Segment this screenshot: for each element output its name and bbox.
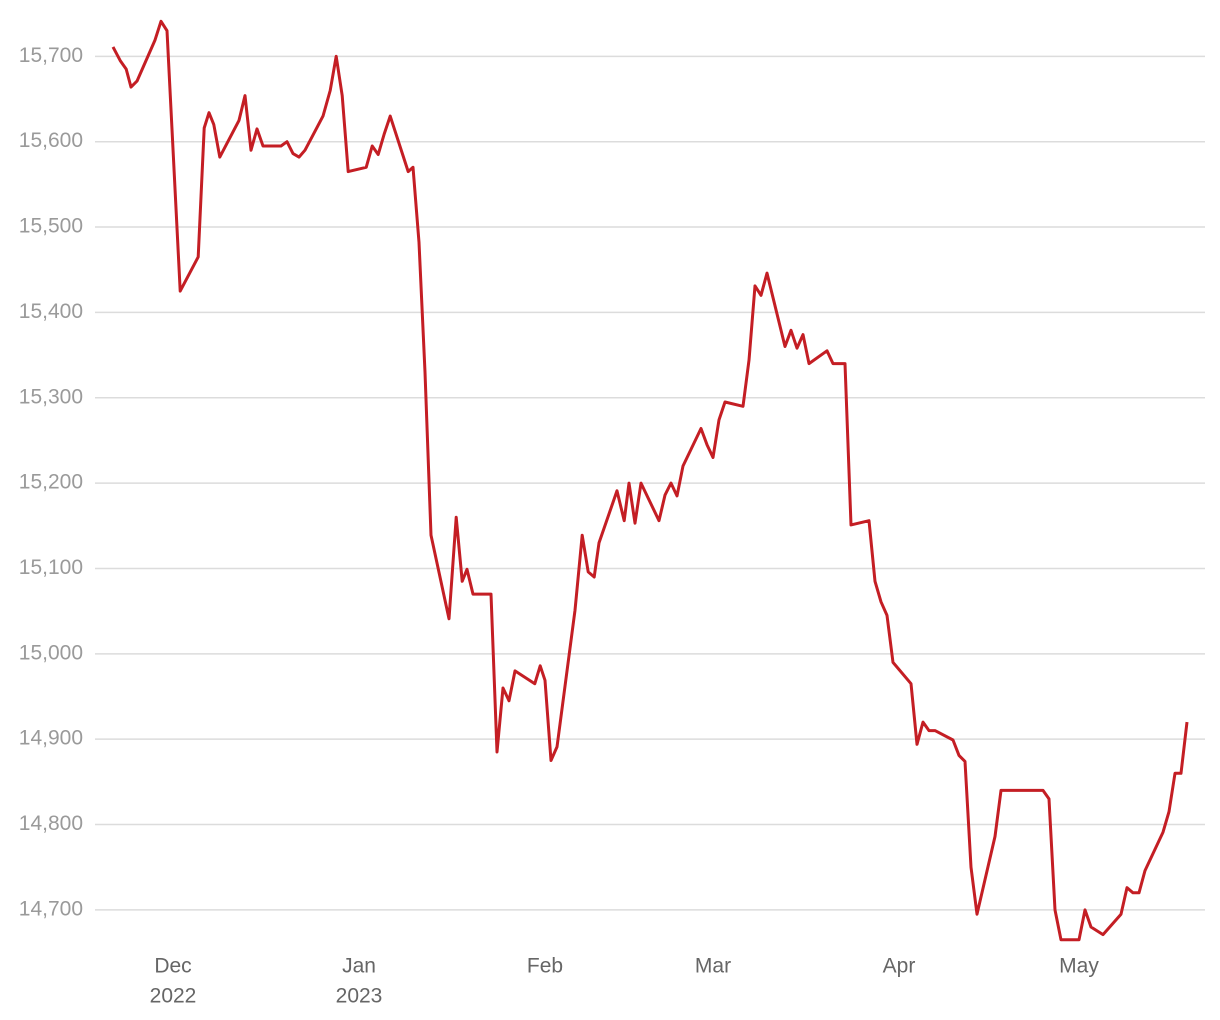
- x-tick-label: May: [1059, 955, 1099, 978]
- x-tick-label: 2023: [336, 985, 383, 1008]
- y-tick-label: 15,100: [19, 556, 83, 579]
- y-tick-label: 15,200: [19, 471, 83, 494]
- x-tick-label: 2022: [150, 985, 197, 1008]
- y-tick-label: 14,900: [19, 727, 83, 750]
- y-tick-label: 15,700: [19, 44, 83, 67]
- x-tick-label: Dec: [154, 955, 191, 978]
- y-tick-label: 14,700: [19, 897, 83, 920]
- y-tick-label: 15,500: [19, 215, 83, 238]
- x-tick-label: Mar: [695, 955, 731, 978]
- x-tick-label: Feb: [527, 955, 563, 978]
- y-tick-label: 15,300: [19, 385, 83, 408]
- price-line: [111, 19, 1189, 942]
- x-tick-label: Jan: [342, 955, 376, 978]
- y-tick-label: 15,400: [19, 300, 83, 323]
- x-tick-label: Apr: [883, 955, 916, 978]
- y-tick-label: 15,000: [19, 641, 83, 664]
- y-tick-label: 14,800: [19, 812, 83, 835]
- y-tick-label: 15,600: [19, 129, 83, 152]
